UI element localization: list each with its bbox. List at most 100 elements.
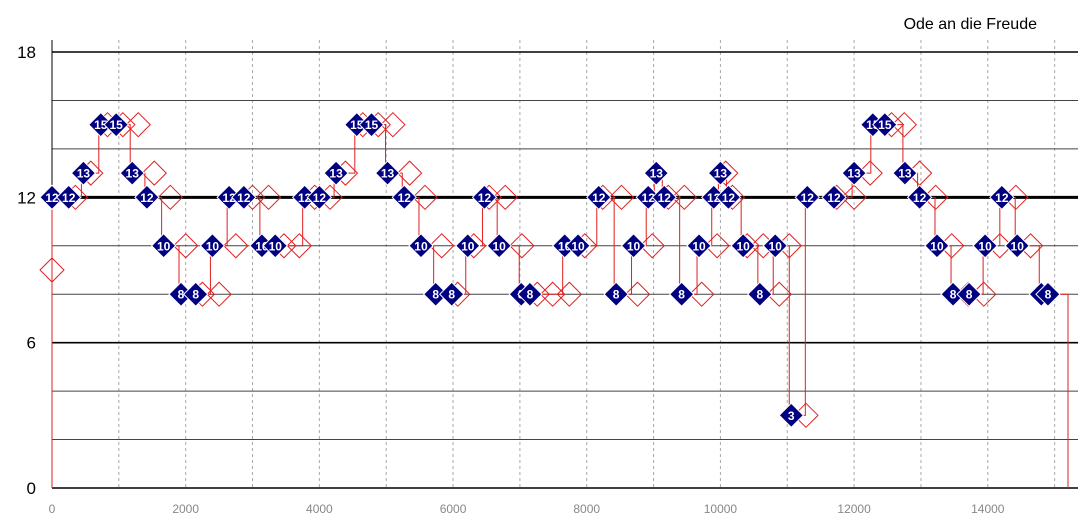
note-label: 12 bbox=[658, 191, 672, 205]
hollow-marker bbox=[766, 281, 792, 307]
note-label: 12 bbox=[722, 191, 736, 205]
note-marker bbox=[231, 184, 257, 211]
note-marker bbox=[603, 281, 629, 307]
note-label: 10 bbox=[414, 239, 428, 253]
x-axis-ticks: 0 2000 4000 6000 8000 10000 12000 14000 bbox=[49, 502, 1005, 516]
note-label: 12 bbox=[398, 191, 412, 205]
note-label: 12 bbox=[478, 191, 492, 205]
note-marker bbox=[686, 233, 712, 259]
note-label: 8 bbox=[192, 288, 199, 302]
note-label: 10 bbox=[627, 239, 641, 253]
note-marker bbox=[794, 184, 821, 211]
hollow-marker bbox=[428, 233, 455, 259]
note-label: 15 bbox=[365, 118, 379, 132]
hollow-marker bbox=[492, 184, 518, 211]
note-label: 8 bbox=[448, 288, 455, 302]
hollow-marker bbox=[556, 281, 583, 307]
hollow-marker bbox=[671, 184, 698, 211]
x-tick-label: 0 bbox=[49, 502, 56, 516]
note-marker bbox=[778, 402, 804, 429]
note-label: 8 bbox=[678, 288, 685, 302]
note-marker bbox=[103, 111, 129, 138]
note-marker bbox=[183, 281, 209, 307]
hollow-marker bbox=[624, 281, 651, 307]
note-label: 12 bbox=[313, 191, 327, 205]
note-label: 10 bbox=[1011, 239, 1025, 253]
note-label: 15 bbox=[878, 118, 892, 132]
note-label: 12 bbox=[642, 191, 656, 205]
hollow-marker bbox=[704, 233, 730, 259]
note-marker bbox=[70, 160, 97, 186]
note-marker bbox=[1035, 281, 1061, 307]
note-label: 10 bbox=[461, 239, 475, 253]
note-label: 12 bbox=[827, 191, 841, 205]
x-tick-label: 6000 bbox=[440, 502, 467, 516]
y-axis-ticks: 0 6 12 18 bbox=[17, 43, 36, 498]
note-marker bbox=[872, 111, 898, 138]
note-label: 10 bbox=[692, 239, 706, 253]
note-label: 10 bbox=[571, 239, 585, 253]
x-tick-label: 10000 bbox=[704, 502, 738, 516]
note-marker bbox=[134, 184, 160, 211]
note-marker bbox=[668, 281, 695, 307]
note-marker bbox=[821, 184, 847, 211]
note-marker bbox=[956, 281, 982, 307]
note-marker bbox=[730, 233, 756, 259]
note-label: 12 bbox=[913, 191, 927, 205]
note-marker bbox=[906, 184, 933, 211]
note-label: 12 bbox=[45, 191, 59, 205]
note-label: 12 bbox=[222, 191, 236, 205]
note-label: 3 bbox=[788, 409, 795, 423]
note-label: 10 bbox=[492, 239, 506, 253]
hollow-marker bbox=[141, 160, 167, 186]
note-label: 8 bbox=[432, 288, 439, 302]
x-tick-label: 2000 bbox=[172, 502, 199, 516]
note-marker bbox=[150, 233, 177, 259]
note-label: 10 bbox=[930, 239, 944, 253]
note-label: 13 bbox=[329, 167, 343, 181]
note-label: 12 bbox=[237, 191, 251, 205]
note-label: 15 bbox=[350, 118, 364, 132]
hollow-marker bbox=[509, 233, 535, 259]
y-tick-label: 0 bbox=[27, 479, 36, 498]
note-label: 8 bbox=[966, 288, 973, 302]
note-label: 10 bbox=[157, 239, 171, 253]
hollow-marker bbox=[841, 184, 867, 211]
note-marker bbox=[306, 184, 333, 211]
y-tick-label: 6 bbox=[27, 334, 36, 353]
note-marker bbox=[762, 233, 788, 259]
note-marker bbox=[924, 233, 950, 259]
note-marker bbox=[565, 233, 591, 259]
note-marker bbox=[439, 281, 465, 307]
x-tick-label: 14000 bbox=[971, 502, 1005, 516]
note-marker bbox=[374, 160, 401, 186]
note-label: 15 bbox=[109, 118, 123, 132]
hollow-marker bbox=[539, 281, 566, 307]
hollow-marker bbox=[396, 160, 423, 186]
note-label: 10 bbox=[255, 239, 269, 253]
note-label: 13 bbox=[898, 167, 912, 181]
chart-title: Ode an die Freude bbox=[904, 16, 1038, 33]
note-label: 8 bbox=[950, 288, 957, 302]
x-tick-label: 4000 bbox=[306, 502, 333, 516]
note-label: 15 bbox=[94, 118, 108, 132]
note-label: 13 bbox=[714, 167, 728, 181]
note-marker bbox=[323, 160, 349, 186]
note-label: 12 bbox=[707, 191, 721, 205]
x-tick-label: 12000 bbox=[837, 502, 871, 516]
note-marker bbox=[486, 233, 512, 259]
note-marker bbox=[972, 233, 998, 259]
note-label: 10 bbox=[736, 239, 750, 253]
hollow-marker bbox=[608, 184, 635, 211]
note-marker bbox=[199, 233, 226, 259]
hollow-marker bbox=[688, 281, 715, 307]
note-marker bbox=[586, 184, 612, 211]
note-marker bbox=[262, 233, 288, 259]
note-marker bbox=[892, 160, 918, 186]
hollow-marker bbox=[255, 184, 282, 211]
hollow-marker bbox=[891, 111, 917, 138]
note-marker bbox=[989, 184, 1015, 211]
